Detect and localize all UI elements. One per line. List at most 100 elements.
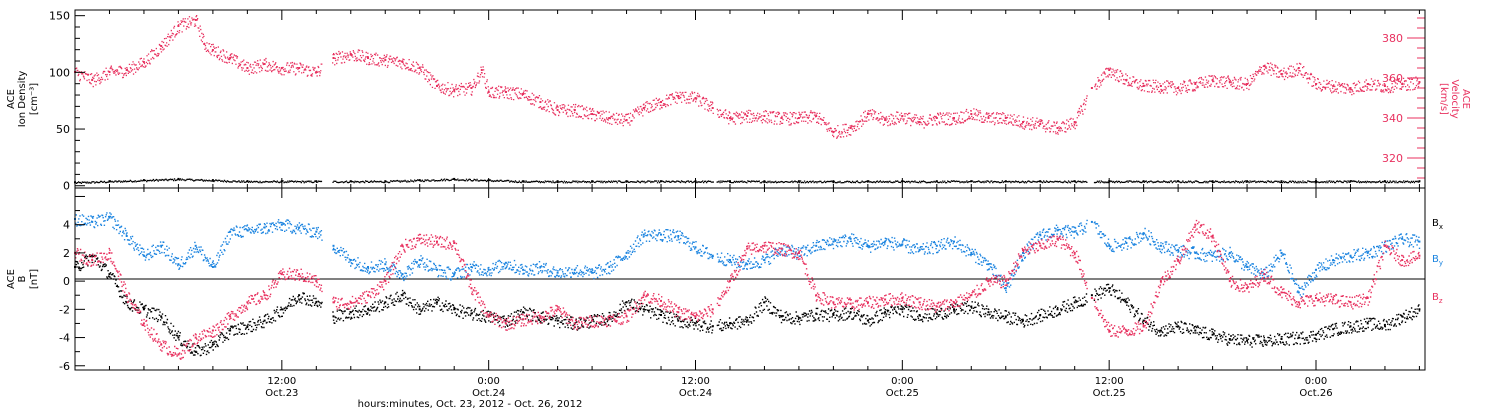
- bx-point: [849, 311, 852, 314]
- bx-point: [832, 314, 835, 316]
- by-point: [1108, 244, 1111, 247]
- velocity-point: [1332, 85, 1335, 87]
- velocity-point: [591, 113, 594, 115]
- b-label-line1: ACE: [6, 269, 17, 289]
- bx-point: [1418, 308, 1421, 311]
- bz-point: [729, 280, 731, 283]
- by-point: [591, 271, 594, 274]
- density-point: [970, 180, 973, 183]
- density-point: [453, 177, 456, 180]
- by-point: [729, 259, 731, 261]
- density-point: [522, 180, 525, 183]
- bz-point: [608, 318, 611, 321]
- velocity-tick-label: 360: [1382, 72, 1403, 85]
- density-point: [211, 179, 214, 182]
- bz-point: [1056, 237, 1059, 240]
- velocity-point: [418, 67, 421, 69]
- bz-point: [884, 298, 887, 301]
- by-point: [608, 266, 611, 268]
- density-point: [315, 180, 318, 183]
- by-point: [194, 244, 197, 247]
- velocity-point: [1366, 83, 1369, 85]
- velocity-point: [711, 107, 714, 109]
- velocity-point: [1228, 81, 1231, 83]
- velocity-point: [367, 57, 369, 59]
- bx-point: [1073, 301, 1076, 304]
- bx-point: [246, 325, 249, 328]
- bz-point: [418, 237, 421, 240]
- bx-point: [1228, 338, 1231, 340]
- bx-point: [1297, 336, 1300, 339]
- bz-point: [1332, 298, 1335, 301]
- density-point: [556, 180, 559, 183]
- bx-point: [1142, 319, 1145, 322]
- velocity-point: [315, 71, 318, 73]
- x-tick-date: Oct.24: [472, 388, 505, 399]
- bz-point: [694, 315, 697, 318]
- bz-point: [1022, 249, 1024, 252]
- velocity-tick-label: 320: [1382, 152, 1403, 165]
- bx-point: [1194, 329, 1197, 332]
- by-point: [1177, 249, 1180, 252]
- velocity-point: [1090, 87, 1093, 89]
- top-panel: 0 50 100 150 320 340 360 380 ACE Ion Density […: [6, 9, 1471, 193]
- density-point: [1211, 180, 1214, 183]
- density-series: [74, 177, 1421, 184]
- bz-point: [539, 315, 542, 318]
- density-point: [1004, 180, 1007, 183]
- bx-point: [711, 325, 714, 328]
- by-point: [160, 244, 163, 247]
- bz-point: [1090, 297, 1093, 299]
- bz-point: [832, 301, 835, 304]
- by-point: [470, 266, 473, 268]
- velocity-point: [660, 101, 662, 103]
- velocity-point: [1194, 83, 1197, 85]
- by-point: [1280, 251, 1283, 254]
- bx-point: [418, 308, 421, 311]
- b-tick-label: 0: [63, 275, 70, 288]
- by-point: [487, 268, 490, 271]
- velocity-point: [1125, 79, 1128, 81]
- x-tick-time: 12:00: [681, 376, 710, 387]
- by-point: [125, 235, 128, 237]
- bz-point: [332, 301, 335, 304]
- bx-point: [108, 273, 111, 276]
- velocity-point: [1056, 127, 1059, 129]
- by-point: [1349, 254, 1352, 257]
- bx-point: [1332, 328, 1335, 331]
- bz-point: [556, 308, 559, 311]
- velocity-tick-label: 380: [1382, 32, 1403, 45]
- bx-point: [1349, 325, 1352, 328]
- by-point: [1366, 251, 1369, 254]
- by-point: [108, 216, 111, 219]
- bz-point: [1073, 251, 1076, 254]
- by-point: [229, 230, 232, 233]
- density-point: [246, 180, 249, 183]
- bz-point: [1159, 280, 1162, 283]
- velocity-point: [1211, 79, 1214, 81]
- bx-point: [470, 312, 473, 315]
- bz-point: [246, 301, 249, 304]
- x-tick-date: Oct.23: [265, 388, 298, 399]
- bz-point: [160, 343, 163, 346]
- by-point: [711, 254, 714, 257]
- bz-point: [1108, 329, 1111, 332]
- velocity-point: [203, 43, 206, 45]
- velocity-point: [884, 119, 887, 121]
- density-point: [625, 180, 628, 183]
- density-point: [1142, 180, 1145, 183]
- bx-point: [1263, 339, 1266, 342]
- by-point: [1056, 229, 1059, 232]
- velocity-point: [953, 117, 955, 119]
- by-point: [246, 229, 249, 232]
- bx-point: [142, 308, 145, 311]
- bz-point: [1297, 301, 1300, 304]
- by-point: [660, 233, 662, 236]
- bx-point: [263, 319, 266, 322]
- x-axis-title: hours:minutes, Oct. 23, 2012 - Oct. 26, …: [358, 399, 583, 410]
- density-tick-label: 150: [49, 10, 70, 23]
- bz-point: [1246, 287, 1249, 290]
- bz-point: [1418, 254, 1421, 257]
- bx-point: [1177, 325, 1180, 328]
- by-point: [349, 259, 352, 261]
